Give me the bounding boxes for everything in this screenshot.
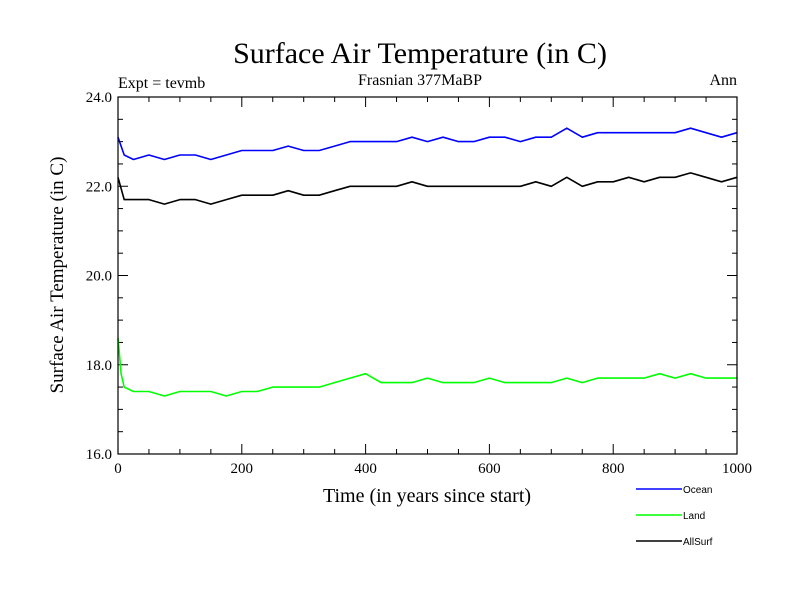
y-tick-label: 24.0 (86, 90, 112, 106)
season-label: Ann (709, 72, 737, 89)
series-line-allsurf (117, 172, 738, 205)
y-tick-label: 20.0 (86, 269, 112, 285)
y-tick-label: 16.0 (86, 447, 112, 463)
x-axis-label: Time (in years since start) (323, 485, 531, 507)
x-tick-labels: 0 200 400 600 800 1000 (114, 461, 752, 477)
y-tick-labels: 16.0 18.0 20.0 22.0 24.0 (86, 90, 112, 463)
legend: Ocean Land AllSurf (636, 485, 713, 548)
legend-label-ocean: Ocean (683, 485, 712, 496)
axis-ticks (117, 96, 738, 455)
series-line-land (117, 337, 737, 397)
experiment-label: Expt = tevmb (118, 75, 205, 92)
y-axis-label: Surface Air Temperature (in C) (47, 157, 68, 394)
legend-label-land: Land (683, 511, 705, 522)
chart-title: Surface Air Temperature (in C) (233, 37, 607, 70)
x-tick-label: 400 (354, 461, 377, 477)
x-tick-label: 600 (478, 461, 501, 477)
x-tick-label: 0 (114, 461, 122, 477)
plot-frame (117, 96, 738, 455)
x-tick-label: 800 (602, 461, 625, 477)
series-lines (117, 127, 738, 397)
period-label: Frasnian 377MaBP (358, 72, 482, 89)
legend-label-allsurf: AllSurf (683, 537, 713, 548)
series-line-ocean (117, 127, 738, 161)
x-tick-label: 200 (231, 461, 254, 477)
x-tick-label: 1000 (722, 461, 752, 477)
y-tick-label: 18.0 (86, 358, 112, 374)
y-tick-label: 22.0 (86, 179, 112, 195)
